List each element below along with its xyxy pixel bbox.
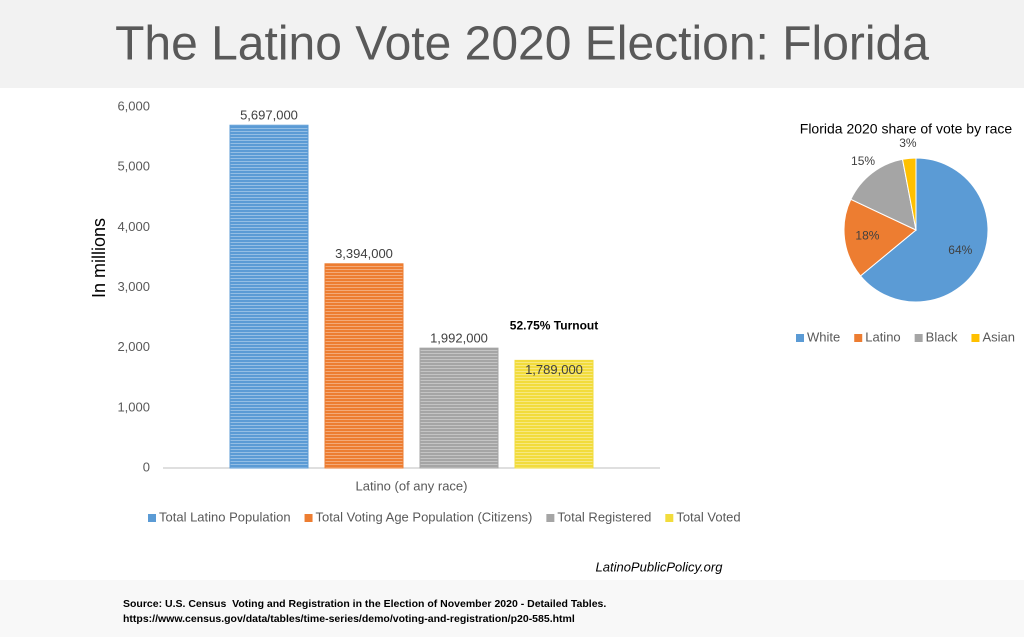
data-label: 3,394,000 (335, 246, 393, 261)
pie-slice (850, 158, 917, 231)
bar (324, 263, 404, 469)
legend-label: Total Registered (557, 509, 651, 524)
bar (514, 359, 594, 469)
y-tick-label: 5,000 (117, 159, 150, 174)
website: LatinoPublicPolicy.org (596, 559, 724, 574)
legend-swatch (665, 514, 674, 522)
legend-swatch (796, 334, 804, 342)
y-tick-label: 1,000 (117, 399, 150, 414)
bar (229, 124, 309, 469)
pie-slice (901, 157, 917, 231)
data-label: 5,697,000 (240, 108, 298, 123)
pie-label: 15% (851, 154, 875, 168)
pie-label: 18% (855, 228, 879, 242)
legend-swatch (971, 334, 980, 342)
x-tick-label: Latino (of any race) (355, 478, 467, 493)
bar (419, 347, 499, 469)
legend-swatch (854, 334, 863, 342)
footer-band (0, 580, 1024, 637)
legend-label: Total Latino Population (159, 509, 291, 524)
slide-title: The Latino Vote 2020 Election: Florida (115, 18, 929, 71)
source-line: Source: U.S. Census Voting and Registrat… (123, 598, 606, 610)
annotation: 52.75% Turnout (510, 319, 598, 333)
pie-label: 3% (899, 136, 917, 150)
legend-label: Asian (982, 329, 1015, 344)
title-banner (0, 0, 1024, 88)
y-axis-label: In millions (89, 218, 109, 298)
legend-label: White (807, 329, 840, 344)
y-tick-label: 2,000 (117, 339, 150, 354)
legend-label: Total Voted (676, 509, 740, 524)
y-tick-label: 3,000 (117, 279, 150, 294)
data-label: 1,992,000 (430, 331, 488, 346)
y-tick-label: 0 (143, 459, 150, 474)
legend-swatch (546, 514, 555, 522)
data-label: 1,789,000 (525, 362, 583, 377)
pie-slice (843, 198, 917, 277)
pie-title: Florida 2020 share of vote by race (800, 121, 1013, 137)
legend-swatch (914, 334, 923, 342)
y-tick-label: 6,000 (117, 98, 150, 113)
pie-label: 64% (948, 243, 972, 257)
legend-swatch (304, 514, 313, 522)
source-url: https://www.census.gov/data/tables/time-… (123, 613, 575, 625)
y-tick-label: 4,000 (117, 219, 150, 234)
legend-swatch (148, 514, 156, 522)
legend-label: Black (926, 329, 958, 344)
legend-label: Latino (865, 329, 900, 344)
pie-slice (859, 157, 989, 303)
legend-label: Total Voting Age Population (Citizens) (316, 509, 533, 524)
